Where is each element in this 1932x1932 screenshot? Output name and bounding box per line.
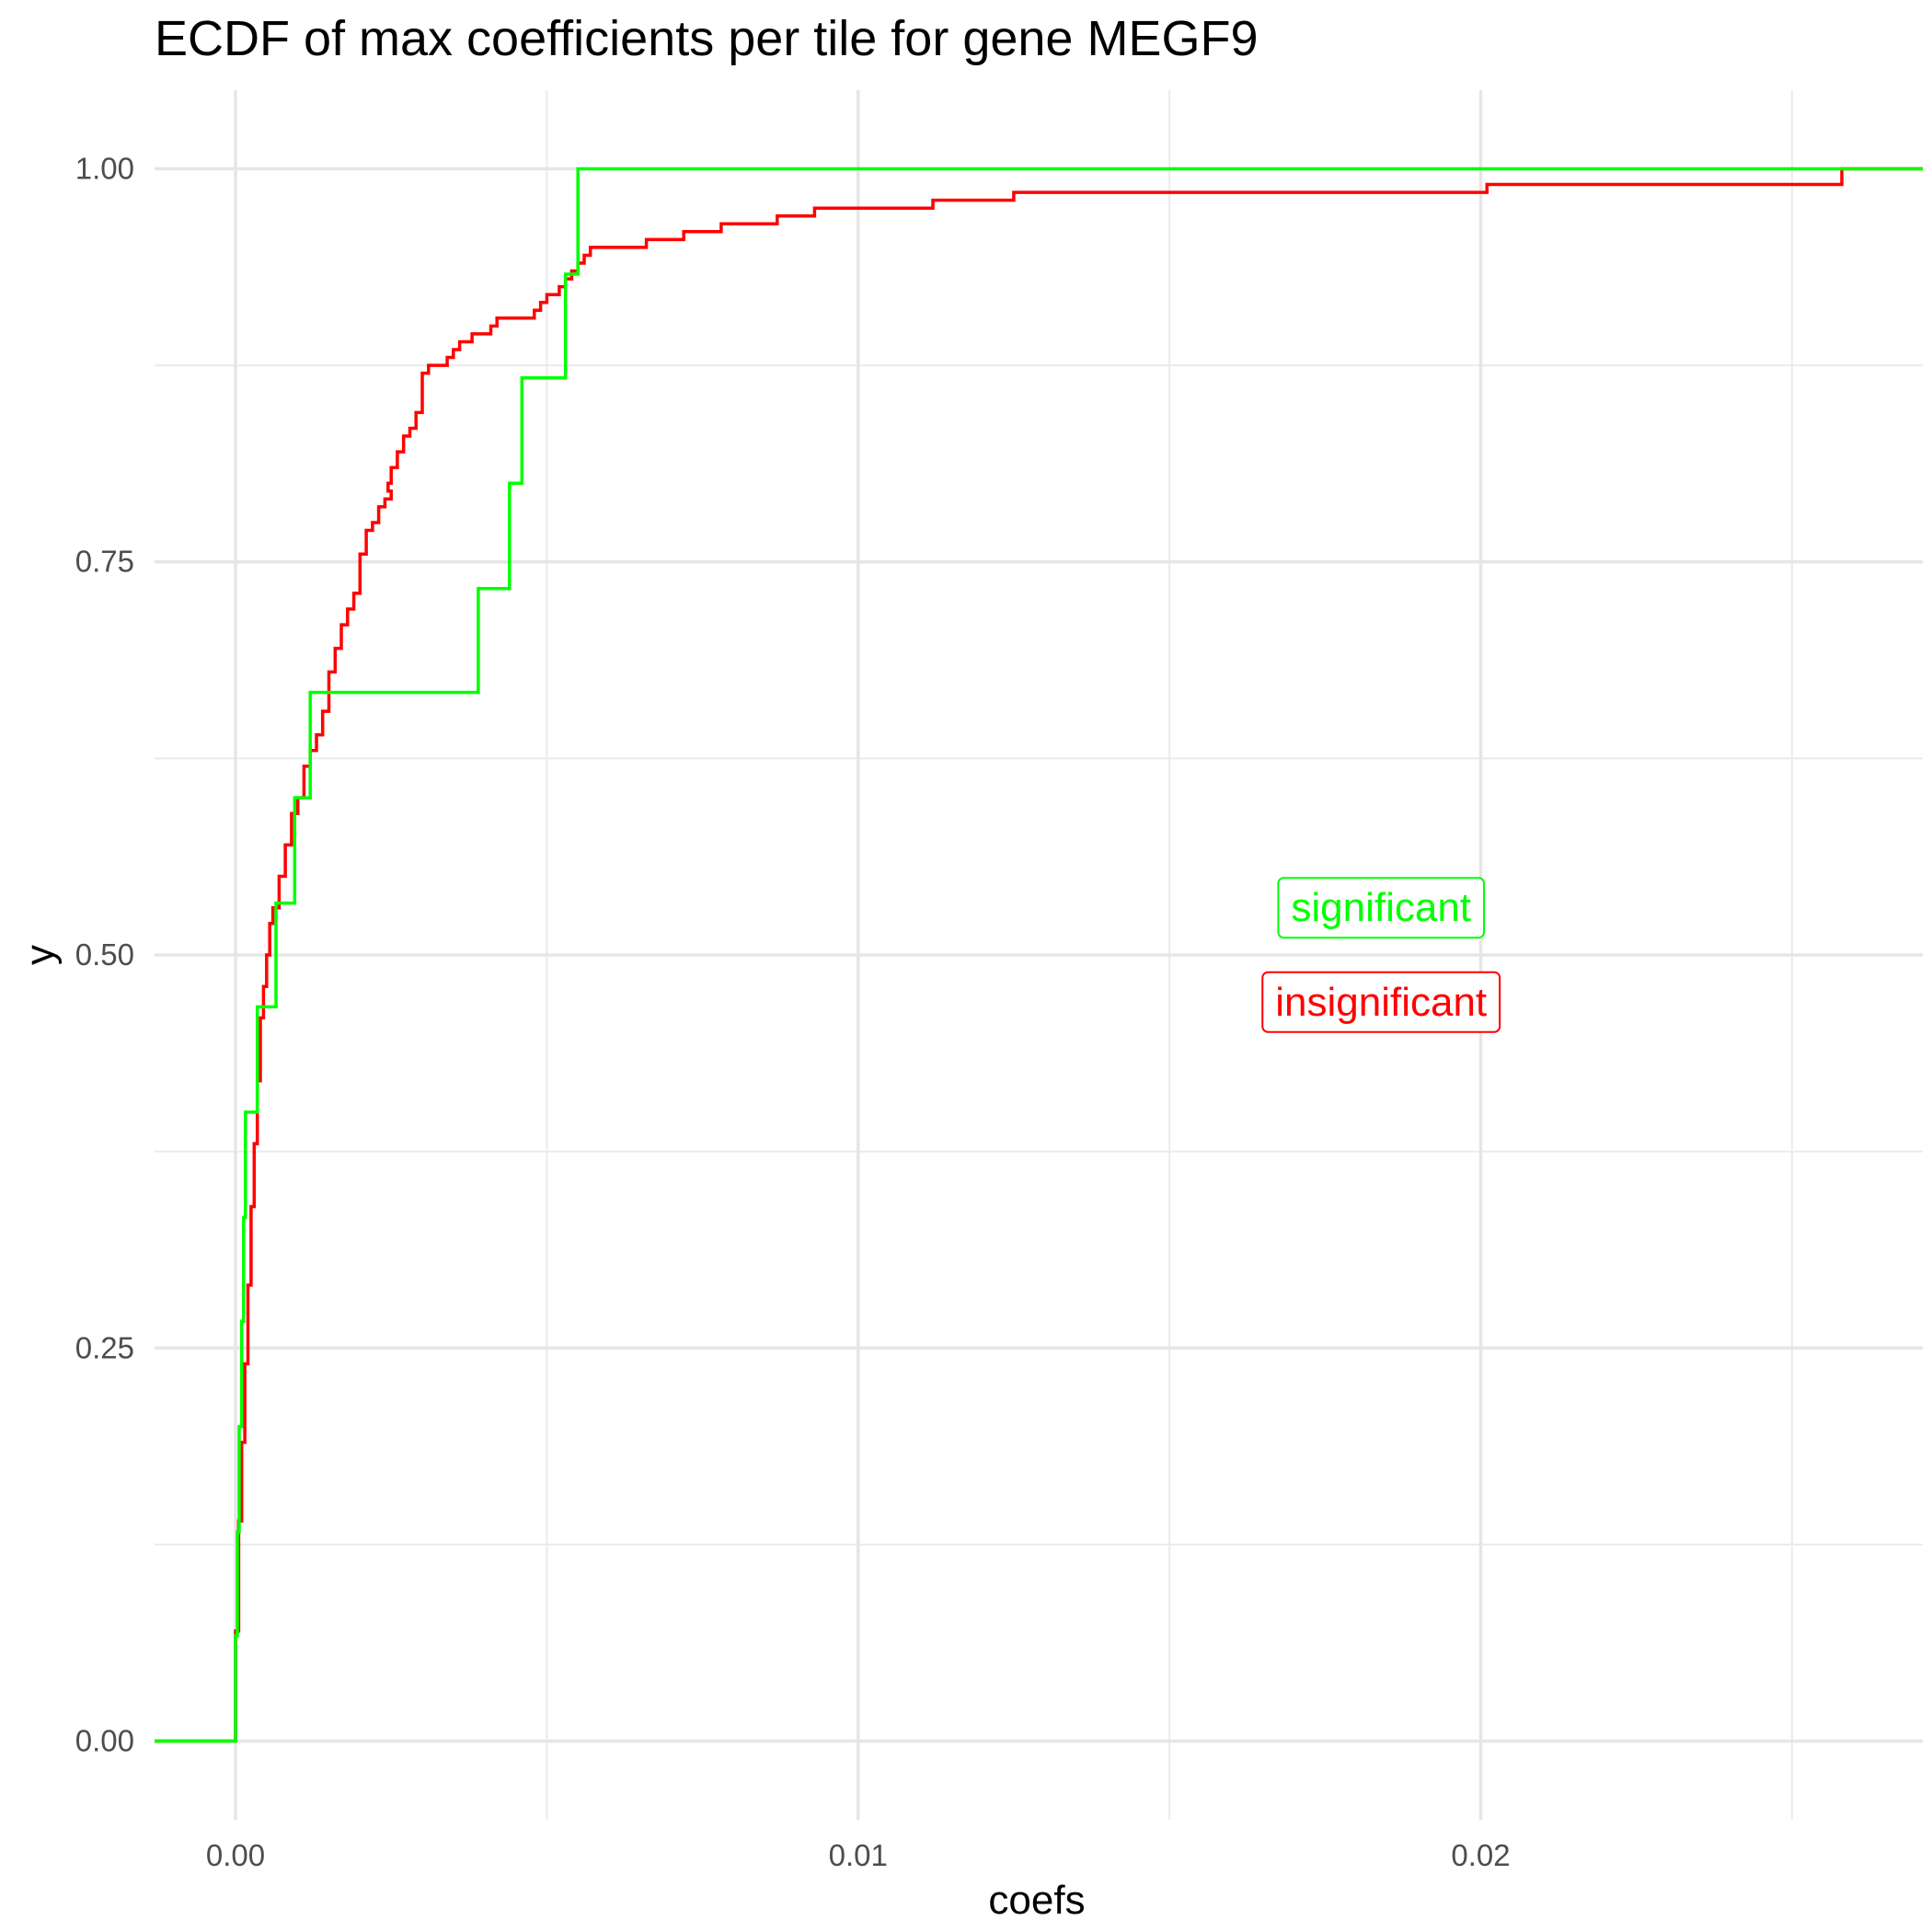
annotation-text-0: significant: [1291, 885, 1471, 930]
tick-labels: 0.00 0.25 0.50 0.75 1.00 0.00 0.01 0.02: [75, 151, 1511, 1872]
chart-title: ECDF of max coefficients per tile for ge…: [155, 11, 1258, 66]
grid: [155, 90, 1923, 1820]
y-tick-label-3: 0.75: [75, 545, 134, 579]
annotation-box-1: [1261, 971, 1501, 1033]
annotation-label-1: insignificant: [1261, 971, 1501, 1033]
series-group: [155, 167, 1923, 1743]
x-axis-title: coefs: [988, 1878, 1085, 1923]
annotation-box-0: [1277, 877, 1486, 939]
y-tick-label-4: 1.00: [75, 151, 134, 185]
y-tick-label-2: 0.50: [75, 937, 134, 972]
annotation-text-1: insignificant: [1275, 980, 1487, 1025]
series-line-1: [155, 167, 1923, 1743]
x-tick-label-0: 0.00: [206, 1838, 265, 1872]
x-tick-label-1: 0.01: [829, 1838, 888, 1872]
series-line-0: [155, 167, 1923, 1743]
annotation-label-0: significant: [1277, 877, 1486, 939]
y-tick-label-1: 0.25: [75, 1330, 134, 1364]
y-tick-label-0: 0.00: [75, 1724, 134, 1758]
annotations: significant insignificant: [1261, 877, 1501, 1033]
x-tick-label-2: 0.02: [1451, 1838, 1510, 1872]
y-axis-title: y: [17, 945, 63, 965]
